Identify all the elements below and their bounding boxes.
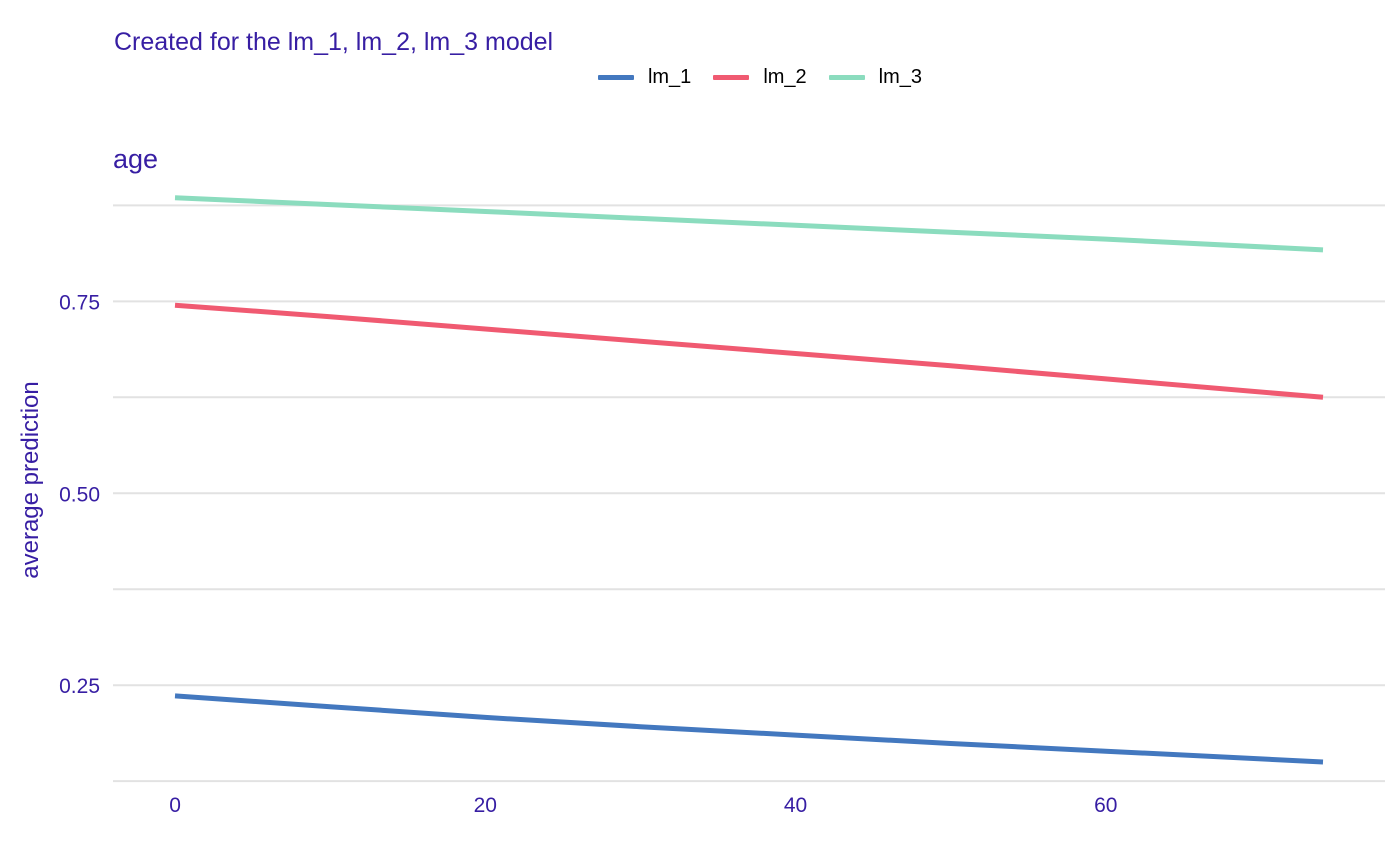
gridlines bbox=[113, 204, 1385, 783]
series-line-lm-2 bbox=[174, 302, 1324, 400]
legend-key-lm-3 bbox=[828, 75, 865, 80]
y-tick-label: 0.75 bbox=[59, 291, 100, 314]
y-tick-label: 0.50 bbox=[59, 483, 100, 506]
x-tick-label: 40 bbox=[784, 794, 807, 817]
y-tick-label: 0.25 bbox=[59, 675, 100, 698]
legend-item-lm-3: lm_3 bbox=[828, 66, 923, 89]
x-tick-label: 0 bbox=[169, 794, 181, 817]
x-tick-labels: 0 20 40 60 bbox=[169, 794, 1117, 817]
legend: lm_1 lm_2 lm_3 bbox=[0, 66, 1400, 89]
legend-item-lm-1: lm_1 bbox=[597, 66, 692, 89]
legend-key-lm-2 bbox=[713, 75, 750, 80]
x-tick-label: 20 bbox=[474, 794, 497, 817]
y-tick-labels: 0.25 0.50 0.75 bbox=[59, 291, 100, 698]
x-tick-label: 60 bbox=[1094, 794, 1117, 817]
legend-label-lm-1: lm_1 bbox=[647, 66, 692, 88]
panel-title: age bbox=[113, 144, 159, 174]
y-axis-title: average prediction bbox=[17, 381, 44, 578]
legend-label-lm-3: lm_3 bbox=[878, 66, 923, 88]
chart-subtitle: Created for the lm_1, lm_2, lm_3 model bbox=[114, 28, 554, 56]
series-line-lm-3 bbox=[174, 195, 1324, 253]
legend-label-lm-2: lm_2 bbox=[763, 66, 807, 88]
legend-key-lm-1 bbox=[597, 75, 634, 80]
legend-item-lm-2: lm_2 bbox=[713, 66, 807, 89]
series-lines bbox=[174, 195, 1324, 765]
series-line-lm-1 bbox=[174, 693, 1324, 765]
